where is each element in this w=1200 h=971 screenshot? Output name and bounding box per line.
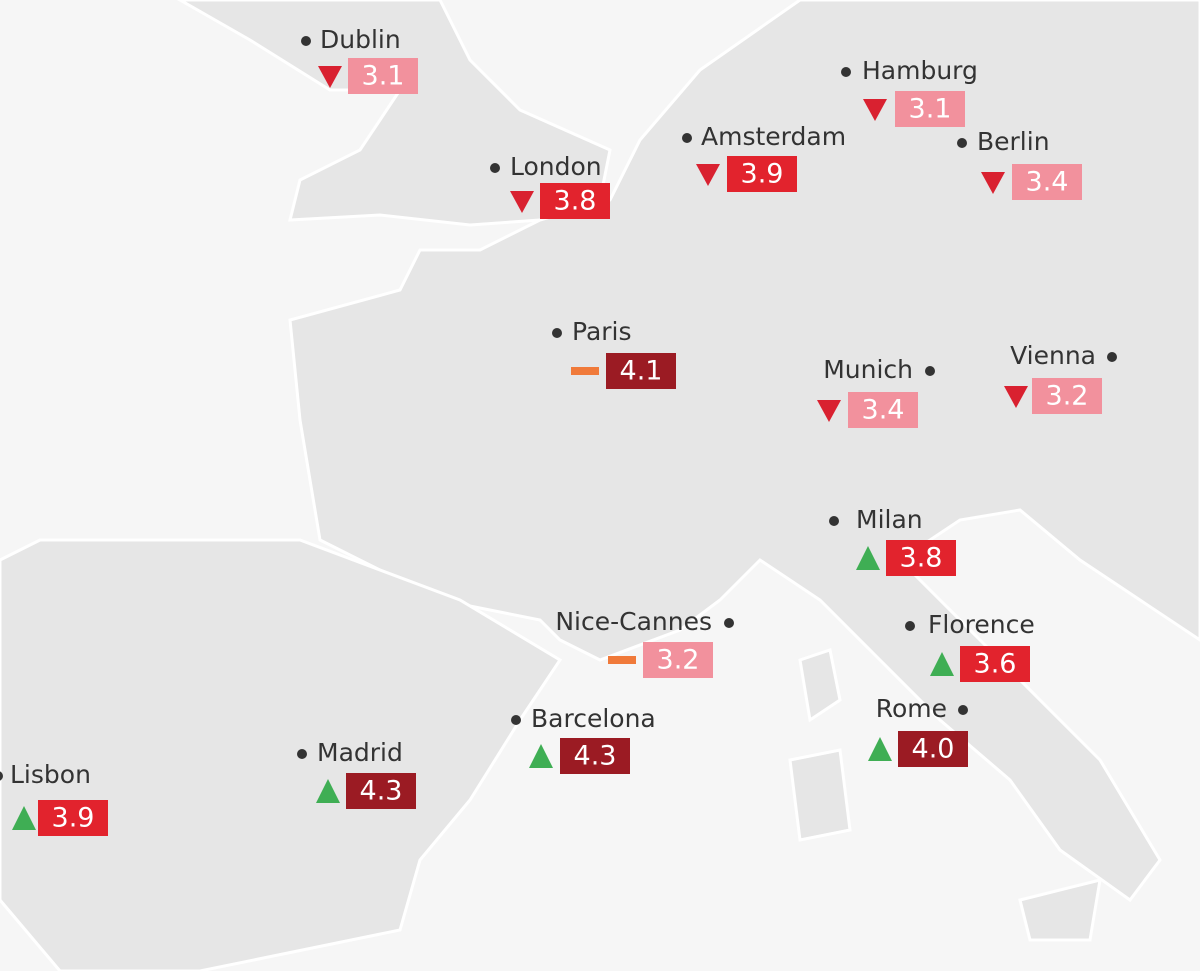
city-name: Dublin	[320, 25, 401, 54]
trend-up	[316, 779, 340, 803]
city-value: 4.3	[360, 776, 403, 807]
city: Hamburg 3.1	[841, 56, 978, 127]
badge	[895, 91, 965, 127]
badge	[1012, 164, 1082, 200]
city-name: Lisbon	[10, 760, 91, 789]
city-dot	[0, 771, 3, 781]
city-name: Hamburg	[862, 56, 978, 85]
badge	[898, 731, 968, 767]
city: Barcelona 4.3	[511, 704, 656, 774]
city-dot	[490, 163, 500, 173]
city-dot	[957, 138, 967, 148]
city: Madrid 4.3	[297, 738, 416, 809]
trend-flat	[571, 367, 599, 375]
city: Lisbon 3.9	[0, 760, 108, 836]
city-name: Barcelona	[531, 704, 656, 733]
city: London 3.8	[490, 152, 610, 219]
trend-flat	[608, 656, 636, 664]
city-value: 3.2	[1046, 381, 1089, 412]
badge	[643, 642, 713, 678]
city-dot	[301, 36, 311, 46]
city-value: 3.9	[52, 803, 95, 834]
city-value: 4.0	[912, 734, 955, 765]
badge	[38, 800, 108, 836]
city: Vienna 3.2	[1004, 341, 1117, 414]
city-name: Berlin	[977, 127, 1050, 156]
badge	[886, 540, 956, 576]
city-value: 3.1	[362, 61, 405, 92]
badge	[606, 353, 676, 389]
city-dot	[511, 715, 521, 725]
city: Florence 3.6	[905, 610, 1035, 682]
city-value: 3.9	[741, 159, 784, 190]
city: Paris 4.1	[552, 317, 676, 389]
badge	[348, 58, 418, 94]
trend-down	[318, 66, 342, 88]
city-value: 3.1	[909, 94, 952, 125]
city-name: Rome	[876, 694, 947, 723]
badge	[540, 183, 610, 219]
badge	[960, 646, 1030, 682]
trend-up	[930, 652, 954, 676]
city-value: 3.8	[900, 543, 943, 574]
city-name: Paris	[572, 317, 632, 346]
trend-down	[696, 164, 720, 186]
badge	[346, 773, 416, 809]
city-dot	[552, 328, 562, 338]
cities: Dublin 3.1 Hamburg 3.1 Amsterdam 3.9 Berlin 3.4…	[0, 25, 1117, 836]
city: Amsterdam 3.9	[682, 122, 846, 192]
trend-up	[868, 737, 892, 761]
city-dot	[905, 621, 915, 631]
badge	[1032, 378, 1102, 414]
trend-down	[510, 191, 534, 213]
city-value: 4.1	[620, 356, 663, 387]
trend-down	[981, 172, 1005, 194]
city-dot	[724, 618, 734, 628]
badge	[848, 392, 918, 428]
city: Milan 3.8	[829, 505, 956, 576]
trend-up	[529, 744, 553, 768]
city: Munich 3.4	[817, 355, 935, 428]
city-name: London	[510, 152, 602, 181]
city-name: Amsterdam	[701, 122, 846, 151]
city: Dublin 3.1	[301, 25, 418, 94]
trend-up	[856, 546, 880, 570]
city-name: Nice-Cannes	[555, 607, 712, 636]
city-name: Milan	[856, 505, 923, 534]
city-value: 4.3	[574, 741, 617, 772]
city-dot	[925, 366, 935, 376]
city-value: 3.4	[862, 395, 905, 426]
city-name: Vienna	[1010, 341, 1096, 370]
city-dot	[682, 133, 692, 143]
city-dot	[1107, 352, 1117, 362]
city-name: Munich	[823, 355, 913, 384]
city: Berlin 3.4	[957, 127, 1082, 200]
city-dot	[841, 67, 851, 77]
trend-down	[863, 99, 887, 121]
city: Rome 4.0	[868, 694, 968, 767]
city-dot	[829, 516, 839, 526]
badge	[727, 156, 797, 192]
trend-down	[1004, 386, 1028, 408]
trend-up	[12, 806, 36, 830]
city-dot	[958, 705, 968, 715]
city-name: Florence	[928, 610, 1035, 639]
trend-down	[817, 400, 841, 422]
city-dot	[297, 749, 307, 759]
city: Nice-Cannes 3.2	[555, 607, 734, 678]
city-value: 3.6	[974, 649, 1017, 680]
city-name: Madrid	[317, 738, 403, 767]
city-value: 3.8	[554, 186, 597, 217]
badge	[560, 738, 630, 774]
city-value: 3.2	[657, 645, 700, 676]
city-value: 3.4	[1026, 167, 1069, 198]
